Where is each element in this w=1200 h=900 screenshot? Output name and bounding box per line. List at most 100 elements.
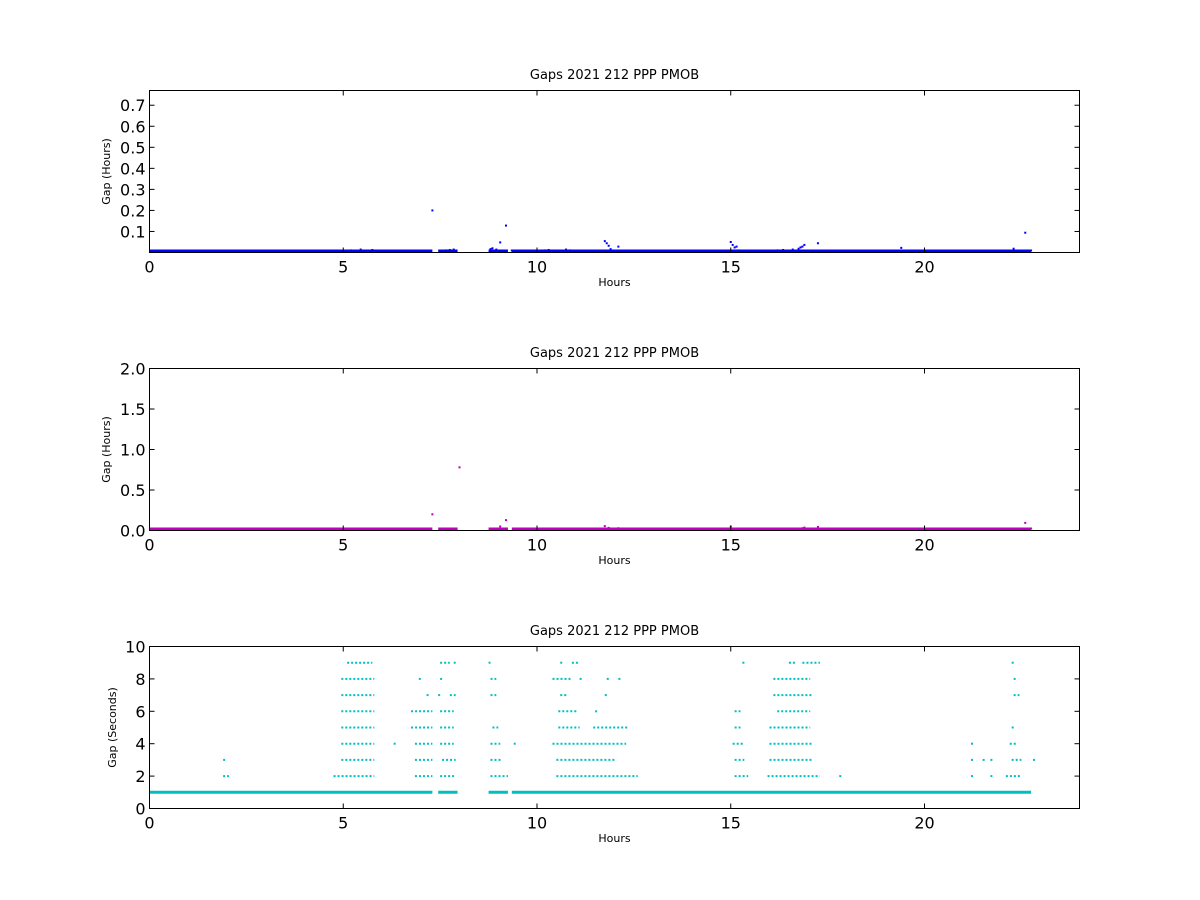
data-point (350, 249, 352, 252)
y-tick-label: 8 (135, 670, 145, 689)
data-point (344, 249, 347, 252)
x-tick-label: 10 (527, 258, 547, 277)
y-tick-label: 0 (135, 800, 145, 819)
y-tick-label: 2 (135, 767, 145, 786)
data-point (458, 466, 461, 469)
data-point (737, 249, 740, 252)
data-point (603, 525, 606, 528)
y-tick-label: 0.1 (120, 222, 145, 241)
x-tick-label: 0 (144, 814, 154, 833)
data-point (801, 527, 804, 530)
data-point (431, 513, 434, 516)
data-point (607, 526, 610, 529)
subplot-2-frame (149, 368, 1080, 531)
x-tick-label: 5 (338, 536, 348, 555)
y-tick-label: 2.0 (120, 360, 145, 379)
y-tick-label: 0.2 (120, 201, 145, 220)
data-point (791, 248, 794, 251)
data-point (609, 248, 612, 251)
subplot-1-marks (149, 209, 1033, 253)
subplot-1-x-axis-label: Hours (598, 276, 630, 289)
data-point (489, 248, 492, 251)
x-tick-label: 10 (527, 814, 547, 833)
data-point (605, 242, 608, 245)
subplot-3-title: Gaps 2021 212 PPP PMOB (530, 624, 699, 639)
data-point (505, 224, 507, 227)
data-point (1024, 521, 1027, 524)
y-tick-label: 10 (125, 638, 145, 657)
x-tick-label: 5 (338, 814, 348, 833)
data-point (816, 242, 819, 245)
data-point (371, 248, 374, 251)
data-point (452, 248, 455, 251)
data-point (799, 246, 802, 249)
data-point (408, 249, 411, 252)
y-tick-label: 0.4 (120, 159, 145, 178)
subplot-2-marks (149, 466, 1033, 531)
data-point (1030, 249, 1033, 252)
data-point (733, 527, 736, 530)
data-point (803, 526, 806, 529)
y-tick-label: 4 (135, 735, 145, 754)
subplot-1: Gaps 2021 212 PPP PMOB 0 5 10 15 20 0.1 0.2 0.3… (100, 68, 1080, 289)
data-point (150, 249, 153, 252)
data-point (565, 248, 568, 251)
data-point (1030, 527, 1033, 530)
data-point (499, 525, 502, 528)
x-tick-label: 10 (527, 536, 547, 555)
x-tick-label: 20 (914, 258, 934, 277)
data-point (495, 248, 498, 251)
y-tick-label: 6 (135, 702, 145, 721)
x-tick-label: 15 (721, 814, 741, 833)
subplot-2-ticks: 0 5 10 15 20 0.0 0.5 1.0 1.5 2.0 (120, 360, 1080, 555)
y-tick-label: 0.3 (120, 180, 145, 199)
data-point (1024, 231, 1027, 234)
x-tick-label: 20 (914, 536, 934, 555)
data-point (568, 249, 571, 252)
data-point (510, 249, 513, 252)
data-point (355, 249, 358, 252)
data-point (365, 249, 368, 252)
data-point (359, 248, 362, 251)
data-point (543, 249, 546, 252)
y-tick-label: 0.5 (120, 138, 145, 157)
data-point (431, 209, 434, 212)
data-point (782, 248, 785, 251)
x-tick-label: 15 (721, 536, 741, 555)
subplot-2-title: Gaps 2021 212 PPP PMOB (530, 346, 699, 361)
y-tick-label: 1.0 (120, 441, 145, 460)
y-tick-label: 0.0 (120, 522, 145, 541)
subplot-2-y-axis-label: Gap (Hours) (100, 416, 113, 483)
data-point (816, 525, 819, 528)
data-point (617, 245, 620, 248)
x-tick-label: 0 (144, 258, 154, 277)
subplot-1-frame (149, 90, 1080, 253)
subplot-2-x-axis-label: Hours (598, 554, 630, 567)
data-point (441, 249, 444, 252)
data-point (603, 240, 606, 243)
subplot-1-ticks: 0 5 10 15 20 0.1 0.2 0.3 0.4 0.5 0.6 0.7 (120, 90, 1080, 277)
subplot-2: Gaps 2021 212 PPP PMOB 0 5 10 15 20 0.0 0.5 1.0… (100, 346, 1080, 567)
x-tick-label: 15 (721, 258, 741, 277)
data-point (733, 246, 736, 249)
subplot-3-x-axis-label: Hours (598, 832, 630, 845)
subplot-3: Gaps 2021 212 PPP PMOB 0 5 10 15 20 0 2 4 6 8 10 H… (106, 624, 1080, 845)
data-point (801, 245, 804, 248)
data-point (900, 246, 903, 249)
data-point (803, 243, 806, 246)
x-tick-label: 0 (144, 536, 154, 555)
data-point (900, 527, 903, 530)
subplot-3-frame (149, 646, 1080, 809)
y-tick-label: 0.6 (120, 117, 145, 136)
data-point (547, 248, 550, 251)
data-point (553, 249, 556, 252)
data-point (1012, 247, 1015, 250)
data-point (491, 527, 494, 530)
data-point (444, 249, 447, 252)
data-point (607, 244, 610, 247)
subplot-3-y-axis-label: Gap (Seconds) (106, 687, 119, 768)
x-tick-label: 5 (338, 258, 348, 277)
data-point (776, 249, 779, 252)
subplot-1-y-axis-label: Gap (Hours) (100, 138, 113, 205)
